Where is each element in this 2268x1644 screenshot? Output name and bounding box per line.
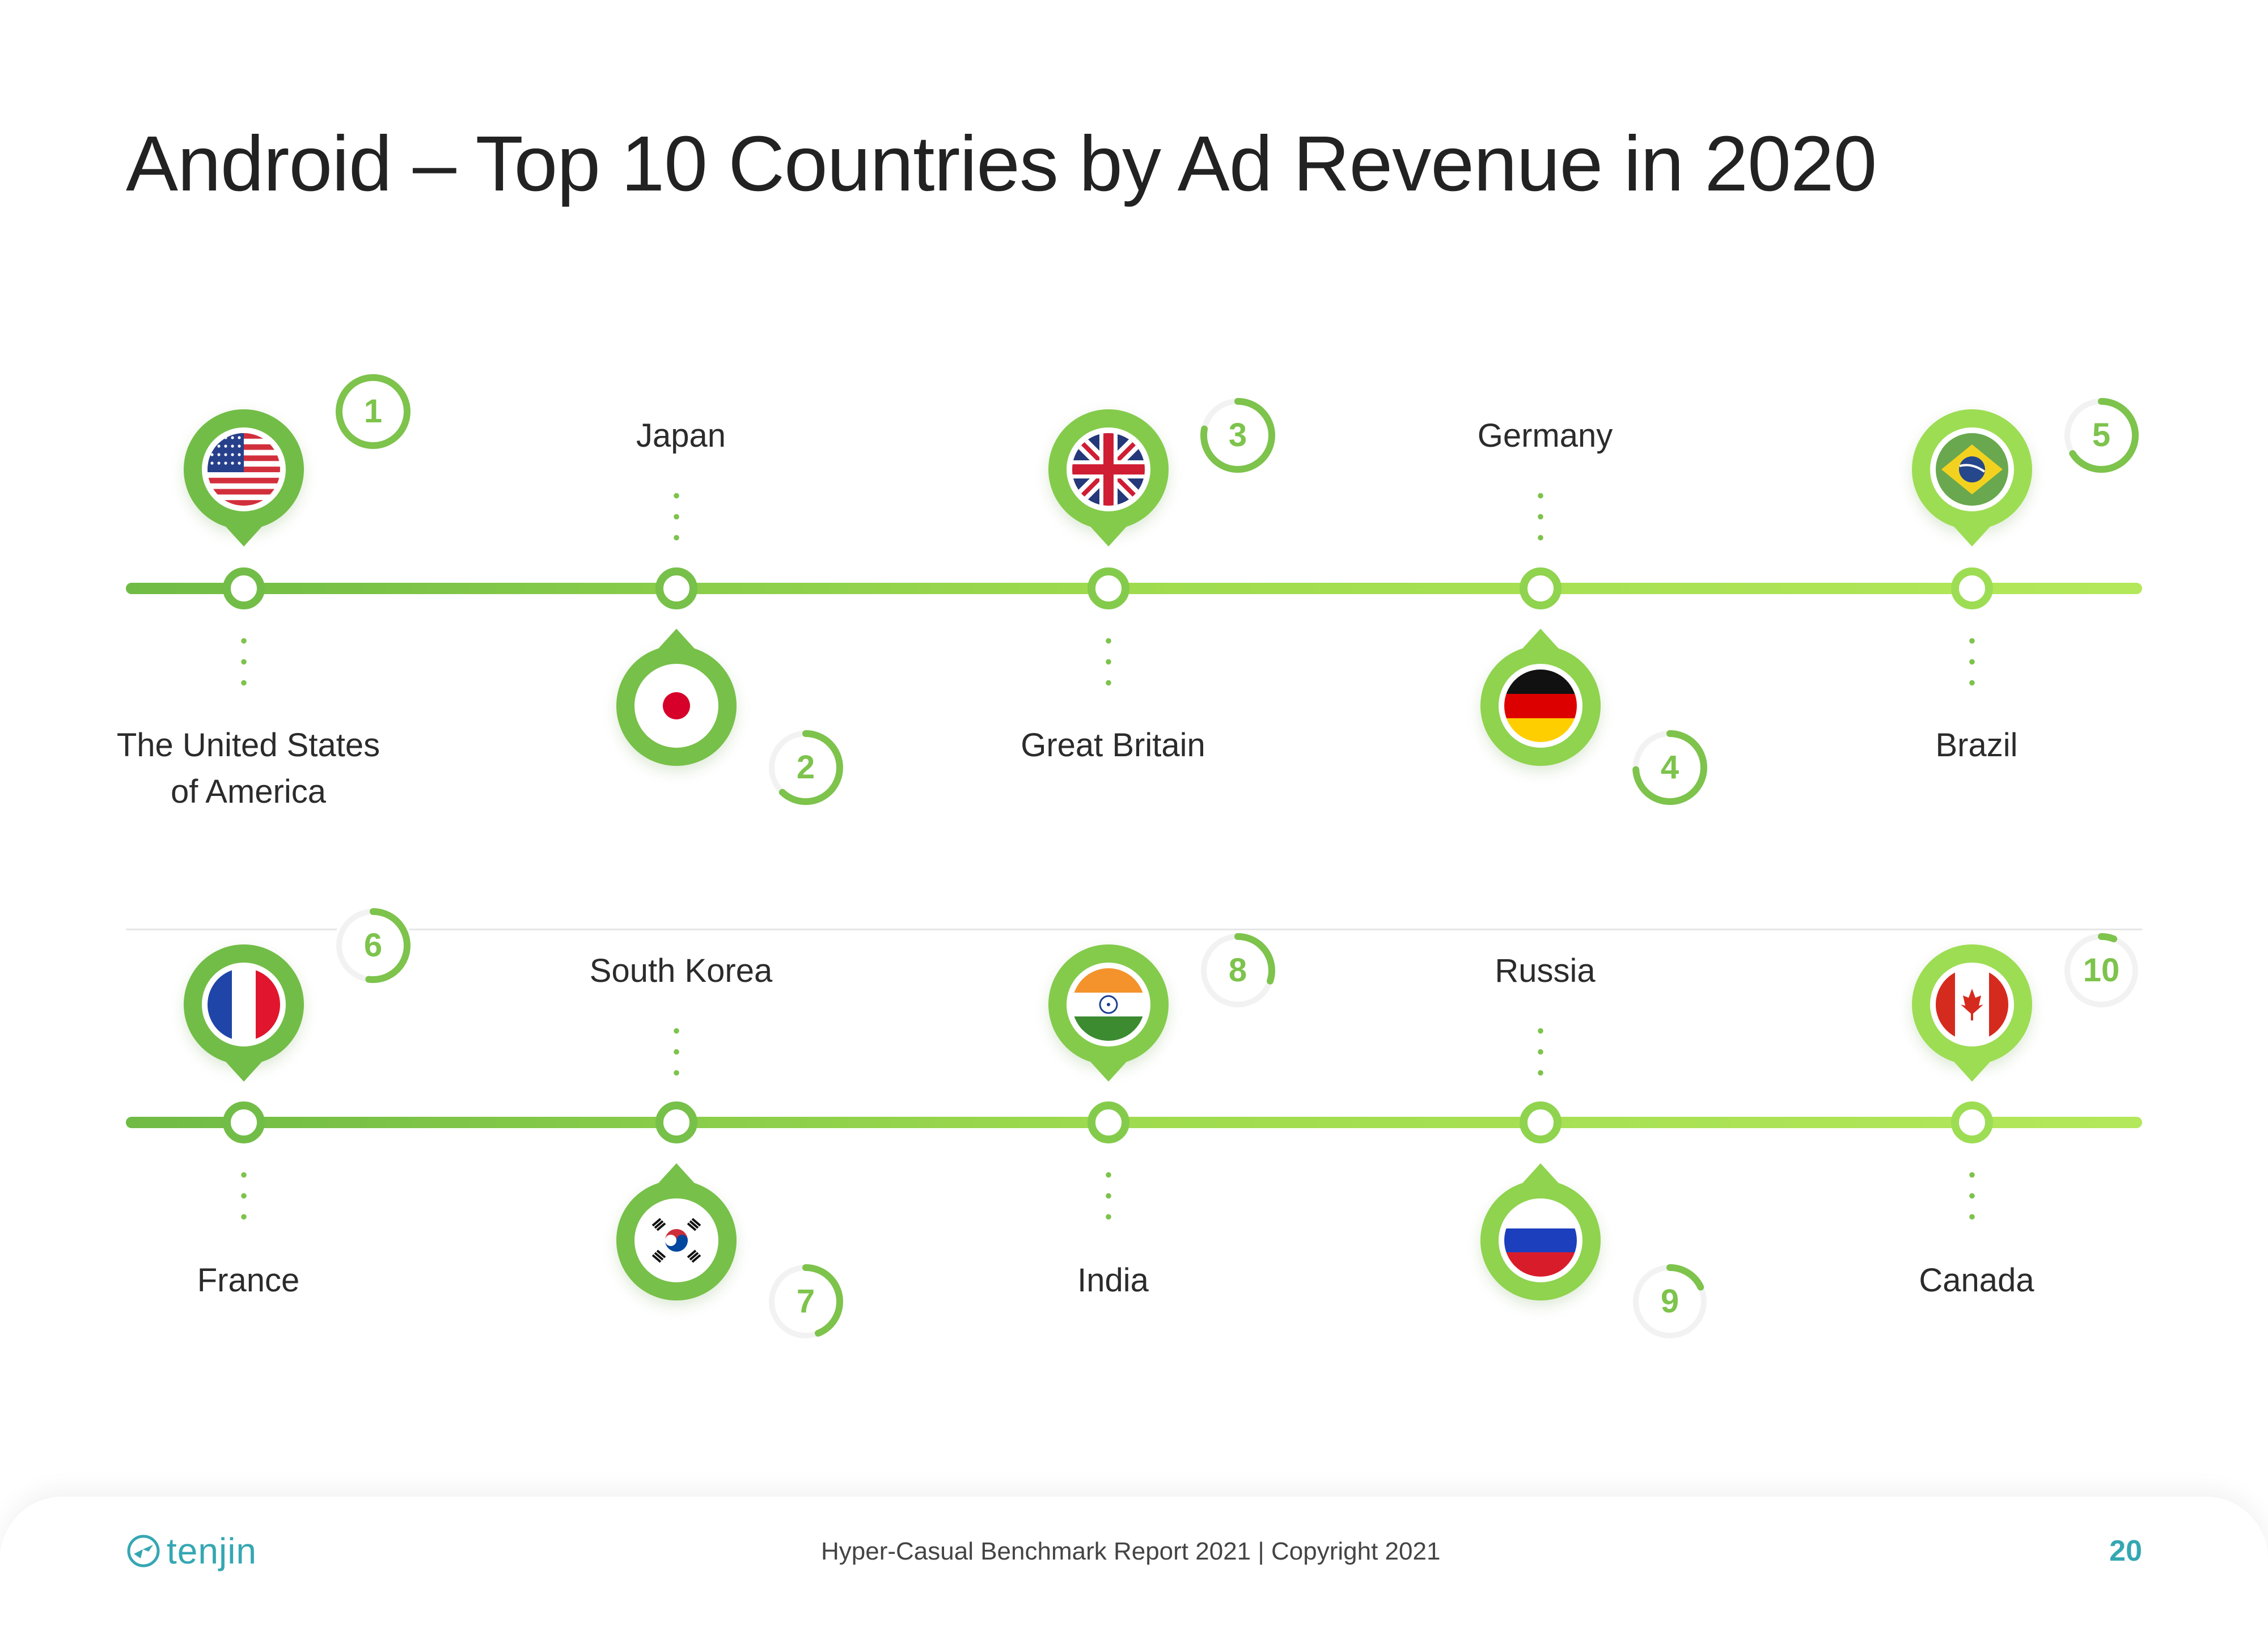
india-flag-icon (1067, 963, 1150, 1046)
rank-badge: 4 (1628, 726, 1711, 809)
rank-badge: 6 (332, 904, 414, 987)
logo-text: tenjin (167, 1531, 257, 1571)
rank-badge: 8 (1196, 929, 1279, 1012)
country-name: Great Britain (915, 722, 1311, 769)
country-pin (1912, 409, 2032, 529)
rank-number: 7 (796, 1283, 815, 1320)
country-name-line-1: Brazil (1935, 727, 2018, 764)
country-name-line-1: The United States (116, 727, 380, 764)
rank-number: 4 (1660, 749, 1679, 786)
country-name-line-1: France (197, 1262, 300, 1299)
timeline-node (1088, 567, 1129, 609)
japan-flag-icon (634, 664, 718, 748)
dotted-connector (241, 630, 247, 693)
usa-flag-icon (202, 427, 286, 511)
page-number: 20 (2109, 1535, 2142, 1567)
rank-badge: 2 (764, 726, 847, 809)
russia-flag-icon (1499, 1198, 1582, 1282)
timeline-node (1088, 1101, 1129, 1143)
country-pin (1912, 944, 2032, 1065)
country-name-line-1: Russia (1495, 952, 1596, 989)
page-title: Android – Top 10 Countries by Ad Revenue… (126, 120, 1877, 207)
country-name: Brazil (1778, 722, 2175, 769)
dotted-connector (674, 1020, 679, 1083)
timeline-node (223, 567, 265, 609)
rank-number: 10 (2083, 952, 2120, 989)
country-pin (184, 409, 304, 529)
canada-flag-icon (1930, 963, 2014, 1046)
country-name-line-1: India (1077, 1262, 1149, 1299)
country-pin (1048, 944, 1169, 1065)
rank-badge: 9 (1628, 1260, 1711, 1343)
dotted-connector (1538, 1020, 1543, 1083)
timeline-node (655, 567, 697, 609)
rank-number: 8 (1228, 952, 1247, 989)
timeline-node (1520, 567, 1562, 609)
row-divider (126, 929, 2142, 930)
timeline-row-1 (126, 583, 2142, 594)
footer-report-text: Hyper-Casual Benchmark Report 2021 | Cop… (821, 1537, 1441, 1565)
rank-number: 6 (363, 927, 383, 964)
rank-number: 1 (363, 393, 383, 430)
rank-badge: 7 (764, 1260, 847, 1343)
uk-flag-icon (1067, 427, 1150, 511)
country-name: The United States of America (50, 722, 447, 815)
south-korea-flag-icon (634, 1198, 718, 1282)
country-pin (616, 1180, 737, 1300)
rank-badge: 5 (2060, 394, 2143, 477)
timeline-row-2 (126, 1117, 2142, 1128)
country-pin (1048, 409, 1169, 529)
country-name-line-1: Germany (1477, 417, 1613, 454)
rank-badge: 1 (332, 370, 414, 453)
country-name: Japan (483, 413, 879, 459)
rank-number: 5 (2092, 417, 2111, 454)
country-pin (616, 646, 737, 766)
timeline-node (655, 1101, 697, 1143)
france-flag-icon (202, 963, 286, 1046)
rank-badge: 10 (2060, 929, 2143, 1012)
country-name: Canada (1778, 1257, 2175, 1304)
country-name-line-1: Japan (636, 417, 726, 454)
timeline-node (1951, 1101, 1993, 1143)
country-name: India (915, 1257, 1311, 1304)
timeline-node (223, 1101, 265, 1143)
dotted-connector (1106, 630, 1111, 693)
country-pin (1480, 646, 1601, 766)
rank-badge: 3 (1196, 394, 1279, 477)
dotted-connector (674, 485, 679, 548)
brazil-flag-icon (1930, 427, 2014, 511)
country-pin (184, 944, 304, 1065)
rank-number: 2 (796, 749, 815, 786)
country-name-line-1: Great Britain (1021, 727, 1205, 764)
dotted-connector (241, 1164, 247, 1227)
rank-number: 3 (1228, 417, 1247, 454)
footer (0, 1497, 2268, 1644)
country-name-line-2: of America (171, 773, 326, 810)
timeline-node (1951, 567, 1993, 609)
timeline-node (1520, 1101, 1562, 1143)
country-name-line-1: Canada (1919, 1262, 2034, 1299)
country-name: France (50, 1257, 447, 1304)
country-name: Germany (1347, 413, 1744, 459)
tenjin-logo-icon (127, 1535, 160, 1567)
rank-number: 9 (1660, 1283, 1679, 1320)
dotted-connector (1969, 1164, 1975, 1227)
country-name-line-1: South Korea (589, 952, 773, 989)
dotted-connector (1106, 1164, 1111, 1227)
dotted-connector (1538, 485, 1543, 548)
dotted-connector (1969, 630, 1975, 693)
country-pin (1480, 1180, 1601, 1300)
country-name: Russia (1347, 948, 1744, 994)
tenjin-logo: tenjin (126, 1531, 257, 1571)
germany-flag-icon (1499, 664, 1582, 748)
country-name: South Korea (483, 948, 879, 994)
